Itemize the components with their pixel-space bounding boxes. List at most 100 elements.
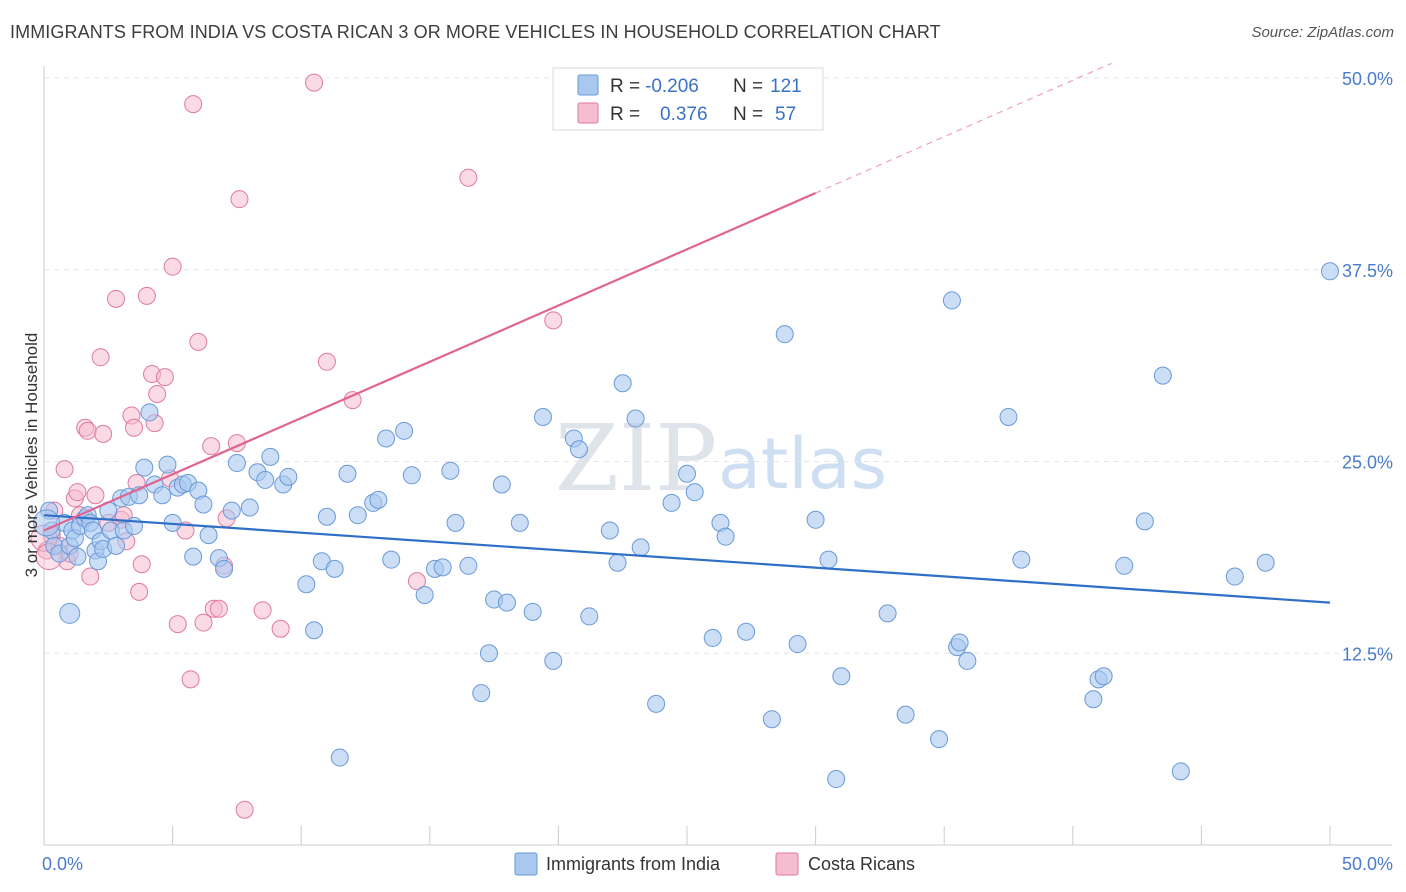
costa-point [155, 368, 174, 387]
india-point [348, 506, 367, 525]
costa-point [148, 385, 167, 404]
costa-point [81, 567, 100, 586]
india-point [544, 651, 563, 670]
india-point [377, 429, 396, 448]
x-tick-label: 50.0% [1342, 854, 1393, 874]
legend-n-label-india: N = [733, 76, 763, 97]
india-point [510, 513, 529, 532]
india-point [1256, 553, 1275, 572]
india-point [68, 547, 87, 566]
india-point [737, 622, 756, 641]
india-point [325, 559, 344, 578]
costa-point [235, 800, 254, 819]
india-point [194, 495, 213, 514]
costa-point [163, 257, 182, 276]
costa-point [78, 421, 97, 440]
india-point [1225, 567, 1244, 586]
india-point [446, 513, 465, 532]
costa-ricans-points [30, 73, 563, 819]
india-point [775, 325, 794, 344]
bottom-legend-label-costa: Costa Ricans [808, 854, 915, 874]
india-point [523, 602, 542, 621]
costa-point [184, 95, 203, 114]
costa-trend-extension [815, 62, 1112, 194]
india-point [395, 421, 414, 440]
costa-point [202, 437, 221, 456]
india-point [678, 464, 696, 483]
india-point [703, 628, 722, 647]
costa-point [459, 168, 478, 187]
india-point [950, 633, 969, 652]
india-trend-line [43, 514, 1331, 604]
bottom-legend-swatch-costa [775, 852, 799, 876]
india-point [662, 493, 681, 512]
legend-swatch-costa [577, 102, 599, 124]
y-tick-label: 25.0% [1342, 453, 1393, 473]
costa-point [181, 670, 200, 689]
india-point [716, 527, 735, 546]
costa-point [343, 391, 362, 410]
india-point [433, 558, 452, 577]
costa-point [407, 572, 426, 591]
india-point [819, 550, 838, 569]
y-tick-label: 12.5% [1342, 644, 1393, 664]
trend-lines [43, 62, 1331, 604]
india-point [305, 621, 324, 640]
legend-r-label-costa: R = [610, 104, 640, 125]
costa-point [68, 483, 87, 502]
india-point [297, 575, 316, 594]
india-point [1084, 690, 1103, 709]
legend-swatch-india [577, 74, 599, 96]
india-point [806, 510, 825, 529]
india-point [1153, 366, 1172, 385]
india-point [1135, 512, 1154, 531]
costa-point [317, 352, 336, 371]
india-point [942, 291, 961, 310]
india-point [415, 585, 434, 604]
bottom-legend-swatch-india [514, 852, 538, 876]
india-point [256, 470, 275, 489]
costa-point [107, 289, 126, 308]
costa-point [209, 599, 228, 618]
india-point [1171, 762, 1190, 781]
gridlines: 12.5% 25.0% 37.5% 50.0% [44, 69, 1393, 664]
india-point [762, 710, 781, 729]
watermark: ZIP atlas [555, 405, 887, 512]
india-point [626, 409, 645, 428]
india-point [492, 475, 511, 494]
india-point [199, 526, 218, 545]
legend-r-value-india: -0.206 [645, 76, 699, 97]
costa-point [130, 582, 149, 601]
legend-r-value-costa: 0.376 [660, 104, 708, 125]
bottom-legend: Immigrants from India Costa Ricans [514, 852, 915, 876]
axes: 0.0% 50.0% [42, 66, 1393, 874]
india-point [533, 408, 552, 427]
india-point [227, 454, 246, 473]
legend-r-label-india: R = [610, 76, 640, 97]
costa-point [230, 190, 249, 209]
india-point [788, 635, 807, 654]
costa-point [137, 286, 156, 305]
costa-point [271, 619, 290, 638]
india-point [153, 486, 172, 505]
india-point [240, 498, 259, 517]
y-tick-label: 37.5% [1342, 261, 1393, 281]
india-point [896, 705, 915, 724]
india-point [827, 770, 846, 789]
india-point [59, 602, 81, 624]
india-point [215, 559, 234, 578]
india-point [222, 501, 241, 520]
india-point [140, 403, 159, 422]
india-point [479, 644, 498, 663]
india-point [158, 455, 177, 474]
india-point [1094, 667, 1113, 686]
india-point [1115, 556, 1134, 575]
costa-point [194, 613, 213, 632]
india-point [279, 467, 298, 486]
costa-point [132, 555, 151, 574]
legend-n-value-costa: 57 [775, 104, 796, 125]
india-point [613, 374, 632, 393]
india-point [832, 667, 851, 686]
india-point [472, 684, 491, 703]
india-point [330, 748, 349, 767]
